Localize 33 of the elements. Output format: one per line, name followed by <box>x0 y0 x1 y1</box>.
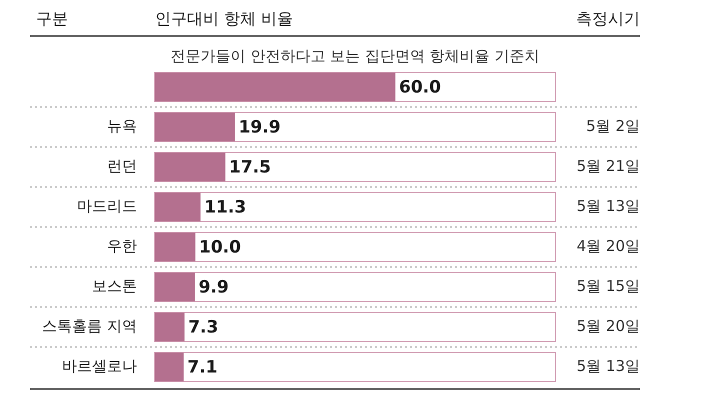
y-axis-title: 구분 <box>36 9 68 28</box>
y-tick-label: 뉴욕 <box>107 116 137 135</box>
bar <box>155 192 201 222</box>
text: 5월 2일 <box>586 116 640 135</box>
bar <box>155 112 235 142</box>
text: 전문가들이 안전하다고 보는 집단면역 항체비율 기준치 <box>170 46 540 65</box>
text: 5월 13일 <box>576 196 640 215</box>
y-tick-label: 스톡홀름 지역 <box>42 316 137 335</box>
data-label: 19.9 <box>238 117 281 138</box>
y-tick-label: 런던 <box>107 156 137 175</box>
y-tick-label: 바르셀로나 <box>62 356 137 375</box>
bar <box>155 352 184 382</box>
y2-axis-title: 측정시기 <box>576 9 640 28</box>
data-label: 7.3 <box>188 317 218 338</box>
data-label: 10.0 <box>199 237 242 258</box>
data-label: 7.1 <box>187 357 218 378</box>
bar <box>155 152 226 182</box>
text: 5월 21일 <box>576 156 640 175</box>
bar <box>155 272 195 302</box>
data-label: 11.3 <box>204 197 246 218</box>
bar <box>155 312 185 342</box>
data-label: 60.0 <box>399 77 442 98</box>
data-label: 17.5 <box>229 157 271 178</box>
text: 5월 15일 <box>576 276 640 295</box>
y-tick-label: 보스톤 <box>92 276 137 295</box>
text: 5월 13일 <box>576 356 640 375</box>
bar <box>155 232 196 262</box>
text: 5월 20일 <box>576 316 640 335</box>
y-tick-label: 마드리드 <box>77 196 137 215</box>
data-label: 9.9 <box>198 277 229 298</box>
text: 4월 20일 <box>576 236 640 255</box>
x-axis-title: 인구대비 항체 비율 <box>155 9 294 28</box>
y-tick-label: 우한 <box>107 236 137 255</box>
